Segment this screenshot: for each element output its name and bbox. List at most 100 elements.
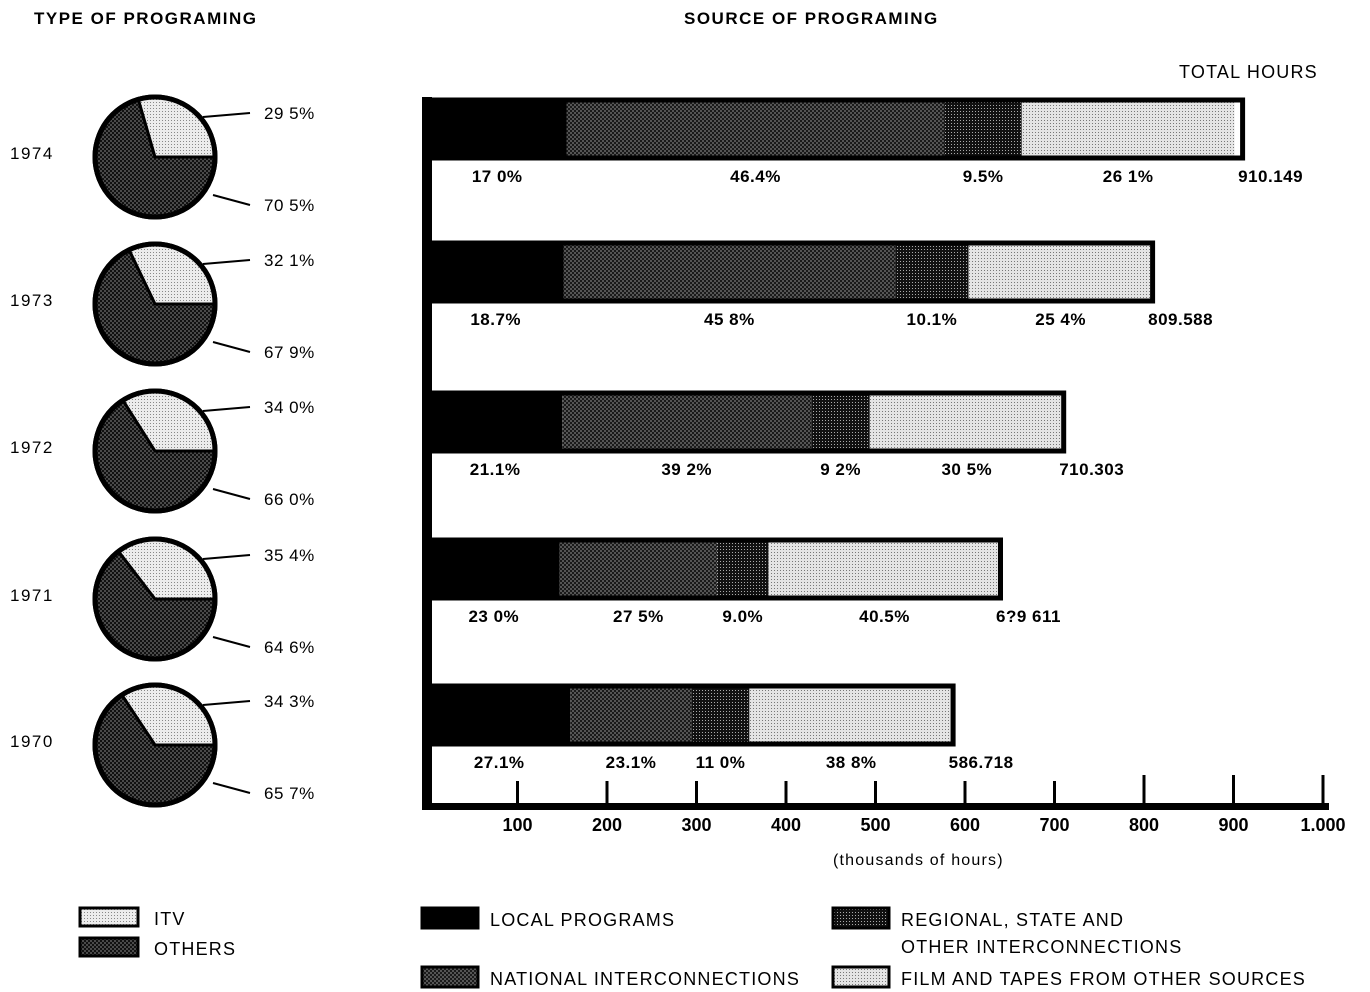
x-tick bbox=[1053, 781, 1056, 803]
x-tick bbox=[874, 781, 877, 803]
legend-swatch-film bbox=[831, 965, 891, 989]
legend-label-regional: OTHER INTERCONNECTIONS bbox=[901, 937, 1182, 957]
x-axis-title: (thousands of hours) bbox=[833, 852, 1004, 869]
segment-percent-label: 11 0% bbox=[696, 753, 746, 772]
x-tick bbox=[605, 781, 609, 803]
segment-percent-label: 25 4% bbox=[1035, 310, 1086, 329]
leader-line bbox=[212, 341, 251, 353]
itv-percent-label: 34 0% bbox=[264, 398, 315, 417]
x-tick-label: 300 bbox=[681, 815, 711, 835]
legend-label-local: LOCAL PROGRAMS bbox=[490, 910, 675, 930]
legend-swatch-local bbox=[420, 906, 480, 930]
segment-percent-label: 26 1% bbox=[1103, 167, 1154, 186]
bar-segment-regional bbox=[895, 243, 969, 301]
year-label: 1973 bbox=[10, 291, 54, 310]
legend-swatch-itv bbox=[78, 906, 140, 928]
total-hours-value: 586.718 bbox=[949, 753, 1014, 772]
x-tick-label: 900 bbox=[1218, 815, 1248, 835]
segment-percent-label: 9.5% bbox=[963, 167, 1004, 186]
others-percent-label: 70 5% bbox=[264, 196, 315, 215]
bar-segment-film bbox=[749, 686, 954, 744]
x-tick-label: 400 bbox=[771, 815, 801, 835]
legend-swatch-others bbox=[78, 936, 140, 958]
bar-segment-local bbox=[428, 540, 560, 598]
total-hours-label: TOTAL HOURS bbox=[1179, 62, 1318, 82]
legend-label-film: FILM AND TAPES FROM OTHER SOURCES bbox=[901, 969, 1306, 989]
leader-line bbox=[202, 112, 251, 118]
x-tick bbox=[1232, 775, 1235, 803]
total-hours-value: 910.149 bbox=[1238, 167, 1303, 186]
total-hours-value: 809.588 bbox=[1148, 310, 1213, 329]
x-tick-label: 100 bbox=[502, 815, 532, 835]
bar-segment-film bbox=[1021, 100, 1235, 158]
legend-label-itv: ITV bbox=[154, 909, 186, 929]
legend-swatch-regional bbox=[831, 906, 891, 930]
others-percent-label: 66 0% bbox=[264, 490, 315, 509]
bar-segment-national bbox=[566, 100, 945, 158]
segment-percent-label: 9 2% bbox=[820, 460, 861, 479]
bar-segment-film bbox=[968, 243, 1153, 301]
x-tick-label: 1.000 bbox=[1300, 815, 1345, 835]
segment-percent-label: 39 2% bbox=[661, 460, 712, 479]
year-label: 1972 bbox=[10, 438, 54, 457]
segment-percent-label: 45 8% bbox=[704, 310, 755, 329]
others-percent-label: 64 6% bbox=[264, 638, 315, 657]
bar-segment-national bbox=[563, 243, 896, 301]
itv-percent-label: 34 3% bbox=[264, 692, 315, 711]
segment-percent-label: 30 5% bbox=[941, 460, 992, 479]
pie-outline bbox=[92, 682, 218, 808]
x-tick-label: 600 bbox=[950, 815, 980, 835]
pie-outline bbox=[92, 94, 218, 220]
leader-line bbox=[212, 636, 251, 648]
x-tick bbox=[963, 781, 967, 803]
leader-line bbox=[202, 554, 251, 560]
bar-segment-regional bbox=[717, 540, 769, 598]
x-tick-label: 500 bbox=[860, 815, 890, 835]
leader-line bbox=[202, 259, 251, 265]
leader-line bbox=[212, 782, 251, 794]
itv-percent-label: 32 1% bbox=[264, 251, 315, 270]
bar-segment-regional bbox=[811, 393, 870, 451]
bar-segment-film bbox=[768, 540, 1001, 598]
bar-segment-film bbox=[869, 393, 1064, 451]
others-percent-label: 65 7% bbox=[264, 784, 315, 803]
legend-label-regional: REGIONAL, STATE AND bbox=[901, 910, 1124, 930]
total-hours-value: 6?9 611 bbox=[996, 607, 1061, 626]
bar-segment-local bbox=[428, 100, 567, 158]
pie-outline bbox=[92, 241, 218, 367]
legend-swatch-national bbox=[420, 965, 480, 989]
legend: ITV OTHERS LOCAL PROGRAMS NATIONAL INTERCON… bbox=[78, 906, 1306, 989]
segment-percent-label: 38 8% bbox=[826, 753, 877, 772]
itv-percent-label: 35 4% bbox=[264, 546, 315, 565]
bar-outline bbox=[425, 537, 1003, 601]
legend-label-others: OTHERS bbox=[154, 939, 236, 959]
right-title: SOURCE OF PROGRAMING bbox=[684, 9, 939, 28]
bar-segment-local bbox=[428, 393, 563, 451]
leader-line bbox=[212, 488, 251, 500]
total-hours-value: 710.303 bbox=[1059, 460, 1124, 479]
segment-percent-label: 17 0% bbox=[472, 167, 523, 186]
x-tick bbox=[516, 781, 519, 803]
pie-outline bbox=[92, 388, 218, 514]
leader-line bbox=[212, 194, 251, 206]
year-label: 1970 bbox=[10, 732, 54, 751]
segment-percent-label: 9.0% bbox=[722, 607, 763, 626]
segment-percent-label: 10.1% bbox=[907, 310, 958, 329]
bar-outline bbox=[425, 683, 956, 747]
segment-percent-label: 18.7% bbox=[470, 310, 521, 329]
x-axis: 100 200 300 400 500 600 700 800 900 1.000 bbox=[422, 775, 1346, 835]
bar-segment-national bbox=[570, 686, 692, 744]
bar-outline bbox=[425, 390, 1067, 454]
bar-outline bbox=[425, 240, 1156, 304]
legend-label-national: NATIONAL INTERCONNECTIONS bbox=[490, 969, 800, 989]
x-tick bbox=[695, 781, 698, 803]
segment-percent-label: 27 5% bbox=[613, 607, 664, 626]
bar-outline bbox=[425, 97, 1246, 161]
itv-percent-label: 29 5% bbox=[264, 104, 315, 123]
segment-percent-label: 23 0% bbox=[468, 607, 519, 626]
x-tick-label: 800 bbox=[1129, 815, 1159, 835]
x-tick bbox=[1142, 775, 1146, 803]
bar-segment-national bbox=[562, 393, 812, 451]
bar-segment-local bbox=[428, 686, 571, 744]
